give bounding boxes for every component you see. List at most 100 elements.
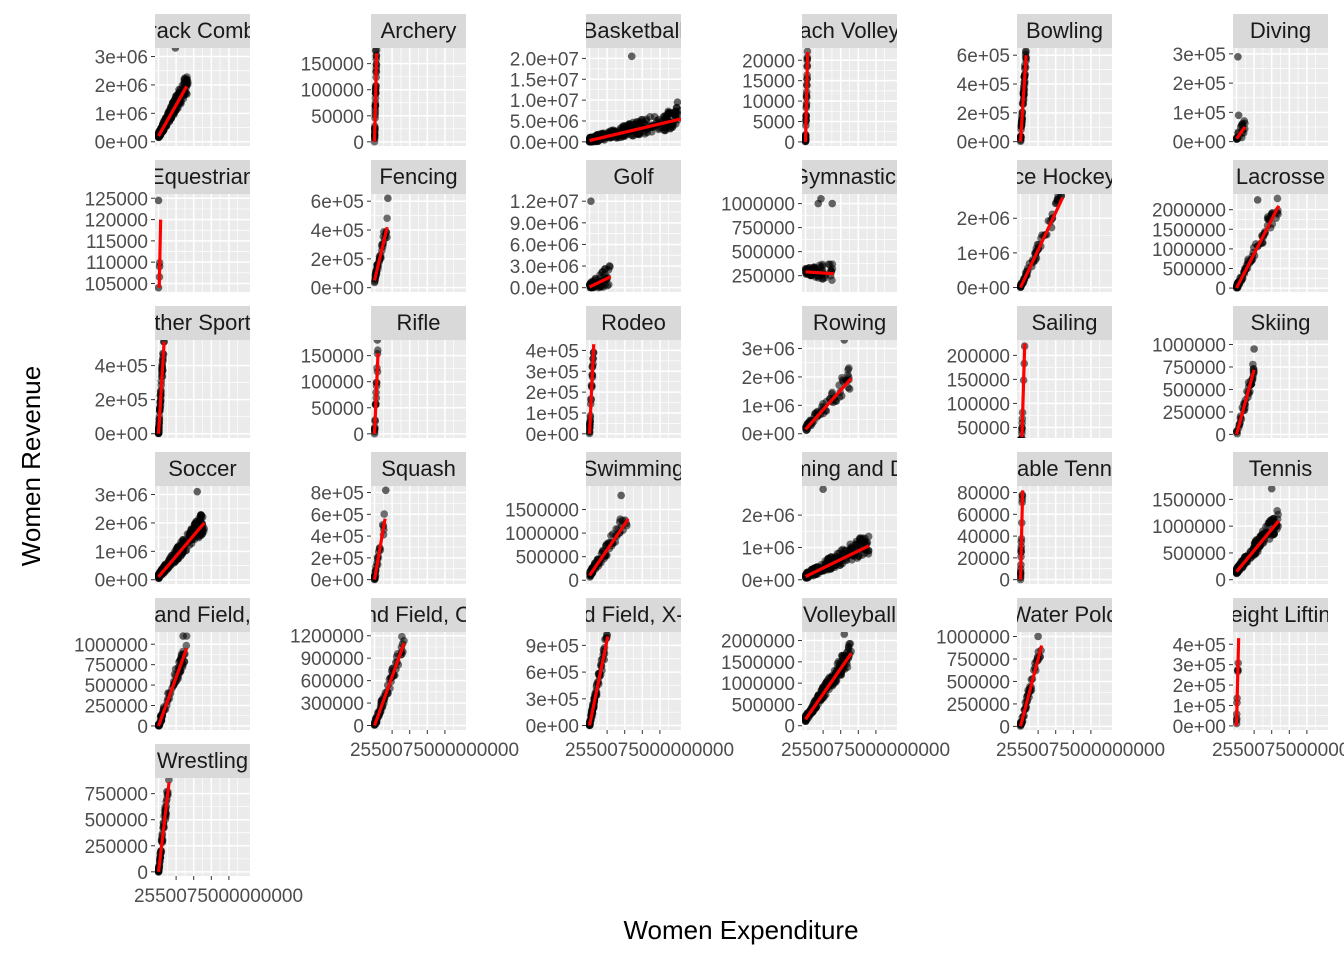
y-tick-label: 1000000 <box>1152 240 1226 261</box>
y-tick-label: 0 <box>137 863 148 884</box>
y-tick-label: 750000 <box>732 219 795 240</box>
facet-strip <box>371 452 466 486</box>
facet-panel: rack Comb 0e+00 1e+06 2e+06 3e+06 <box>95 14 250 154</box>
data-point <box>840 340 849 344</box>
trend-line <box>804 652 853 721</box>
data-point <box>383 214 391 223</box>
y-tick-label: 4e+05 <box>1173 635 1226 656</box>
y-tick-label: 250000 <box>1163 403 1226 424</box>
facet-panel: Gymnastics 250000 500000 750000 1000000 <box>721 160 897 292</box>
facet-strip-label: Tennis <box>1249 456 1313 481</box>
facet-strip <box>155 306 250 340</box>
data-point <box>1234 111 1243 120</box>
facet-strip <box>1017 14 1112 48</box>
trend-line <box>1018 55 1028 142</box>
facet-strip-label: Rodeo <box>601 310 666 335</box>
y-tick-label: 1e+05 <box>526 404 579 425</box>
y-tick-label: 2e+06 <box>742 506 795 527</box>
facet-strip <box>802 14 897 48</box>
y-tick-label: 500000 <box>1163 380 1226 401</box>
x-tick-labels-overlapping: 2550075000000000 <box>565 740 734 761</box>
data-point <box>384 194 392 203</box>
data-point <box>587 197 595 206</box>
y-tick-label: 6e+05 <box>311 505 364 526</box>
y-tick-label: 0 <box>999 717 1010 738</box>
facet-strip-label: and Field, <box>154 602 251 627</box>
data-point <box>617 491 625 500</box>
facet-strip <box>155 598 250 632</box>
y-tick-label: 115000 <box>86 232 148 253</box>
facet-panel: ther Sport 0e+00 2e+05 4e+05 <box>95 306 250 446</box>
trend-line <box>588 275 612 289</box>
y-tick-label: 0e+00 <box>95 133 148 154</box>
facet-panel: Tennis 0 500000 1000000 1500000 <box>1152 452 1328 592</box>
y-tick-label: 1000000 <box>505 524 579 545</box>
x-axis-title: Women Expenditure <box>623 915 858 945</box>
y-tick-label: 2e+06 <box>957 209 1010 230</box>
points-layer <box>371 486 390 584</box>
facet-strip-label: Wrestling <box>157 748 248 773</box>
y-tick-label: 2e+05 <box>311 250 364 271</box>
y-tick-label: 0e+00 <box>95 571 148 592</box>
data-point <box>814 199 822 208</box>
y-tick-label: 1000000 <box>1152 335 1226 356</box>
points-layer <box>1233 486 1283 578</box>
trend-line <box>1234 638 1241 726</box>
y-tick-label: 50000 <box>957 418 1010 439</box>
y-tick-label: 200000 <box>947 346 1010 367</box>
facet-strip-label: Lacrosse <box>1236 164 1325 189</box>
y-tick-label: 0e+00 <box>526 425 579 446</box>
y-tick-label: 0e+00 <box>1173 133 1226 154</box>
data-point <box>158 291 160 292</box>
x-tick-labels-overlapping: 2550075000000000 <box>781 740 950 761</box>
y-tick-label: 500000 <box>85 676 148 697</box>
data-point <box>165 778 173 784</box>
points-layer <box>1017 490 1027 584</box>
facet-strip-label: Water Polo <box>1010 602 1118 627</box>
y-tick-label: 100000 <box>947 394 1010 415</box>
facet-strip-label: Rowing <box>813 310 886 335</box>
facet-strip-label: Golf <box>613 164 654 189</box>
y-tick-label: 0e+00 <box>1173 717 1226 738</box>
y-tick-label: 9.0e+06 <box>510 214 579 235</box>
points-layer <box>1233 52 1249 143</box>
y-tick-label: 4e+05 <box>957 75 1010 96</box>
y-tick-label: 1e+06 <box>95 104 148 125</box>
y-tick-label: 300000 <box>301 694 364 715</box>
data-point <box>824 260 833 269</box>
facet-strip <box>1017 452 1112 486</box>
data-point <box>195 514 203 523</box>
y-tick-label: 1500000 <box>505 501 579 522</box>
facet-strip <box>1017 306 1112 340</box>
y-tick-label: 250000 <box>732 267 795 288</box>
facet-strip <box>586 306 681 340</box>
facet-strip <box>1017 598 1112 632</box>
data-point <box>828 199 837 208</box>
facet-strip <box>802 598 897 632</box>
facet-strip <box>1233 452 1328 486</box>
facet-strip-label: Sailing <box>1031 310 1097 335</box>
data-point <box>182 80 190 89</box>
data-point <box>182 641 191 650</box>
y-tick-label: 8e+05 <box>311 484 364 505</box>
trend-line <box>1235 519 1280 573</box>
facet-strip <box>586 14 681 48</box>
y-tick-label: 1500000 <box>1152 490 1226 511</box>
trend-line <box>1235 205 1281 289</box>
data-point <box>1034 632 1042 641</box>
points-layer <box>371 194 392 287</box>
points-layer <box>1017 194 1066 292</box>
y-tick-label: 110000 <box>86 253 148 274</box>
points-layer <box>155 340 168 438</box>
y-tick-label: 600000 <box>301 672 364 693</box>
points-layer <box>586 344 598 438</box>
data-point <box>605 262 614 270</box>
y-tick-label: 4e+05 <box>95 357 148 378</box>
y-tick-label: 1000000 <box>721 674 795 695</box>
y-tick-label: 2e+05 <box>1173 676 1226 697</box>
y-tick-label: 5.0e+06 <box>510 112 579 133</box>
points-layer <box>802 340 854 435</box>
